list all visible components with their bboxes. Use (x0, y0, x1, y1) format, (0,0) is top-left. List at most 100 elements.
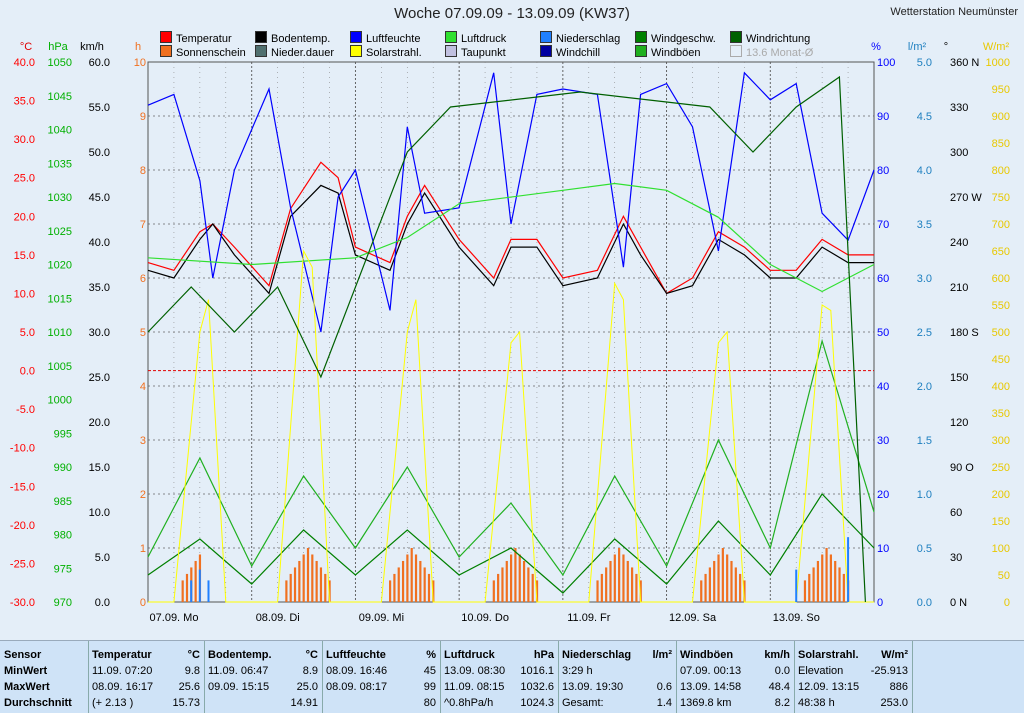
sunshine-bar (713, 560, 716, 602)
legend-swatch (350, 31, 362, 43)
stats-cell-row: 13.09. 19:30 0.6 (562, 681, 672, 695)
stats-cell-value: 8.2 (774, 697, 790, 709)
legend-label: Solarstrahl. (366, 47, 422, 59)
legend-swatch (350, 45, 362, 57)
legend-label: Luftdruck (461, 33, 507, 45)
sunshine-bar (816, 560, 820, 602)
stats-col-header: Bodentemp. °C (208, 649, 318, 661)
temp-tick: 10.0 (14, 288, 35, 300)
stats-cell-value: 14.91 (290, 697, 318, 709)
sunshine-bar (730, 560, 733, 602)
sunshine-bar (618, 548, 621, 602)
solar-tick: 1000 (986, 57, 1010, 69)
stats-cell-row: Gesamt: 1.4 (562, 697, 672, 711)
stats-cell-time: 11.09. 07:20 (92, 665, 153, 677)
rain-tick: 0.5 (917, 543, 932, 555)
dir-tick: 90 O (950, 462, 974, 474)
legend-item: Luftfeuchte (350, 31, 420, 45)
solar-tick: 800 (992, 165, 1010, 177)
sunshine-bar (708, 567, 711, 602)
stats-col: Temperatur °C 11.09. 07:20 9.8 08.09. 16:17 2… (88, 641, 205, 713)
wind-tick: 10.0 (89, 507, 110, 519)
press-tick: 980 (54, 530, 72, 542)
series-luftfeuchte (147, 71, 875, 333)
stats-cell-time: 13.09. 08:30 (444, 665, 506, 677)
stats-row-label: MinWert (4, 665, 48, 677)
stats-cell-time: 08.09. 16:46 (326, 665, 388, 677)
stats-cell-value: 1.4 (656, 697, 672, 709)
rain-tick: 3.5 (917, 219, 932, 231)
sunshine-bar (531, 573, 534, 602)
sunshine-bar (501, 567, 504, 602)
stats-col-unit: l/m² (652, 649, 672, 661)
sunshine-bar (739, 573, 742, 602)
solar-tick: 850 (992, 138, 1010, 150)
sunshine-bar (613, 554, 616, 602)
dir-tick: 120 (950, 417, 968, 429)
sunshine-bar (423, 567, 426, 602)
stats-cell-time: (+ 2.13 ) (92, 697, 134, 709)
sunshine-bar (825, 548, 828, 602)
stats-cell-row: 08.09. 16:17 25.6 (92, 681, 200, 695)
rain-bar (207, 580, 210, 602)
sunshine-bar (605, 567, 608, 602)
legend-label: Windchill (556, 47, 601, 59)
hours-tick: 6 (140, 273, 146, 285)
day-label: 11.09. Fr (567, 612, 611, 624)
stats-cell-row: 1369.8 km 8.2 (680, 697, 790, 711)
wind-tick: 40.0 (89, 237, 110, 249)
stats-col-sensor: Sensor MinWert MaxWert Durchschnitt (0, 641, 89, 713)
stats-cell-value: 99 (423, 681, 436, 693)
sunshine-bar (492, 580, 495, 602)
axis-unit: °C (20, 41, 32, 53)
sunshine-bar (808, 573, 811, 602)
stats-row-label: MaxWert (4, 681, 50, 693)
rain-bar (198, 569, 201, 602)
sunshine-bar (838, 567, 841, 602)
series-solarstrahl (148, 249, 874, 603)
press-tick: 1035 (48, 158, 72, 170)
stats-cell-time: 08.09. 16:17 (92, 681, 154, 693)
temp-tick: 30.0 (14, 134, 35, 146)
stats-cell-row: 48:38 h 253.0 (798, 697, 908, 711)
series-bodentemp (147, 184, 874, 295)
stats-cell-row: 11.09. 06:47 8.9 (208, 665, 318, 679)
wind-tick: 5.0 (95, 552, 110, 564)
hours-tick: 7 (140, 219, 146, 231)
station-name: Wetterstation Neumünster (890, 6, 1018, 18)
sunshine-bar (704, 573, 707, 602)
axis-unit: % (871, 41, 881, 53)
legend-label: Nieder.dauer (271, 47, 334, 59)
sunshine-bar (743, 580, 746, 602)
sunshine-bar (834, 560, 837, 602)
sunshine-bar (311, 554, 314, 602)
series-windben (147, 338, 875, 577)
press-tick: 1045 (48, 91, 72, 103)
stats-col-unit: °C (305, 649, 318, 661)
sunshine-bar (306, 548, 310, 602)
hum-tick: 100 (877, 57, 895, 69)
solar-tick: 350 (992, 408, 1010, 420)
press-tick: 1010 (48, 327, 72, 339)
temp-tick: 20.0 (14, 211, 35, 223)
stats-col-unit: °C (187, 649, 200, 661)
legend-item: Niederschlag (540, 31, 620, 45)
stats-cell-time: 11.09. 08:15 (444, 681, 505, 693)
sunshine-bar (631, 567, 634, 602)
stats-cell-value: 0.0 (774, 665, 790, 677)
solar-tick: 100 (992, 543, 1010, 555)
sunshine-bar (527, 567, 530, 602)
solar-tick: 250 (992, 462, 1010, 474)
stats-cell-time: 11.09. 06:47 (208, 665, 269, 677)
legend-swatch (160, 45, 172, 57)
stats-cell-value: 15.73 (172, 697, 200, 709)
solar-tick: 900 (992, 111, 1010, 123)
rain-bar (847, 537, 850, 602)
legend-item: Luftdruck (445, 31, 506, 45)
sunshine-bar (293, 567, 297, 602)
rain-tick: 5.0 (917, 57, 932, 69)
legend-item: Taupunkt (445, 45, 506, 59)
legend-label: Luftfeuchte (366, 33, 421, 45)
legend-item: Sonnenschein (160, 45, 246, 59)
legend-swatch (445, 45, 457, 57)
